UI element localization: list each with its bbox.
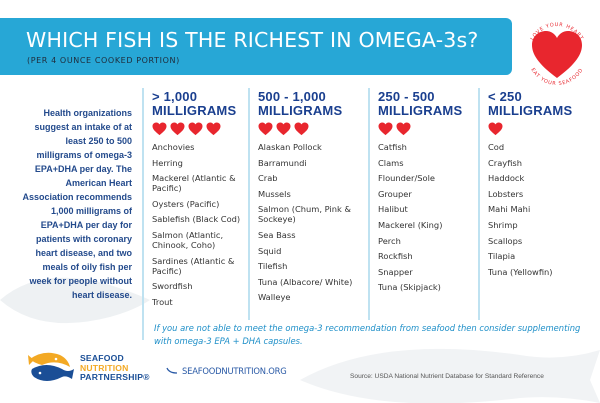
fish-list-item: Mahi Mahi	[488, 204, 531, 215]
fish-list-item: Herring	[152, 157, 183, 168]
fish-list-item: Walleye	[258, 292, 291, 303]
fish-list: Cod Crayfish Haddock Lobsters Mahi Mahi Shrim…	[488, 142, 596, 277]
fish-list-item: Alaskan Pollock	[258, 142, 322, 152]
heart-icon	[532, 31, 582, 78]
fish-list-item: Haddock	[488, 173, 525, 184]
heart-icon	[206, 122, 221, 136]
fish-list-item: Clams	[378, 157, 404, 168]
fish-list-item: Tilefish	[258, 261, 288, 272]
fish-list-item: Salmon (Chum, Pink & Sockeye)	[258, 204, 351, 225]
recommendation-text: Health organizations suggest an intake o…	[22, 108, 132, 300]
fish-list-item: Mussels	[258, 188, 291, 199]
fish-list-item: Mackerel (Atlantic & Pacific)	[152, 173, 236, 194]
column-500-1000mg: 500 - 1,000 MILLIGRAMS Alaskan Pollock Ba…	[248, 88, 368, 320]
fish-list-item: Shrimp	[488, 219, 518, 230]
fish-list: Alaskan Pollock Barramundi Crab Mussels Salm…	[258, 142, 368, 302]
fish-list-item: Barramundi	[258, 157, 307, 168]
fish-list-item: Salmon (Atlantic, Chinook, Coho)	[152, 229, 224, 250]
fish-list-item: Swordfish	[152, 281, 193, 292]
page-title: WHICH FISH IS THE RICHEST IN OMEGA-3s?	[26, 28, 479, 52]
column-heading: 250 - 500 MILLIGRAMS	[378, 89, 463, 118]
love-your-heart-badge: LOVE YOUR HEART EAT YOUR SEAFOOD	[529, 22, 583, 87]
fish-list-item: Halibut	[378, 204, 408, 215]
heart-icon	[258, 122, 273, 136]
seafood-nutrition-partnership-logo-icon	[28, 352, 74, 381]
fish-list-item: Mackerel (King)	[378, 219, 443, 230]
fish-list-item: Crayfish	[488, 157, 523, 168]
heart-icon	[276, 122, 291, 136]
heart-icon	[294, 122, 309, 136]
column-over-1000mg: > 1,000 MILLIGRAMS Anchovies Herring Macke…	[142, 88, 248, 320]
fish-list-item: Flounder/Sole	[378, 173, 436, 184]
fish-list-item: Trout	[152, 296, 173, 307]
background-fish-illustration	[300, 348, 600, 403]
fish-list-item: Perch	[378, 235, 401, 246]
column-heading: > 1,000 MILLIGRAMS	[152, 89, 237, 118]
supplement-note: If you are not able to meet the omega-3 …	[154, 323, 581, 346]
logo-wordmark: SEAFOOD NUTRITION PARTNERSHIP®	[80, 353, 150, 382]
heart-icon	[488, 122, 503, 136]
column-heading: 500 - 1,000 MILLIGRAMS	[258, 89, 343, 118]
column-250-500mg: 250 - 500 MILLIGRAMS Catfish Clams Flounde…	[368, 88, 474, 320]
heart-rating	[152, 122, 248, 137]
heart-icon	[170, 122, 185, 136]
fish-list: Catfish Clams Flounder/Sole Grouper Halibut M…	[378, 142, 474, 292]
curved-arrow-icon	[166, 367, 178, 374]
fish-list-item: Crab	[258, 173, 278, 184]
heart-rating	[378, 122, 474, 137]
heart-icon	[188, 122, 203, 136]
fish-list-item: Tuna (Albacore/ White)	[258, 276, 353, 287]
source-citation: Source: USDA National Nutrient Database …	[350, 373, 544, 380]
column-heading: < 250 MILLIGRAMS	[488, 89, 573, 118]
fish-list-item: Sea Bass	[258, 229, 296, 240]
website-link[interactable]: SEAFOODNUTRITION.ORG	[166, 366, 287, 376]
fish-list-item: Tuna (Yellowfin)	[488, 266, 553, 277]
heart-icon	[396, 122, 411, 136]
note-divider	[142, 316, 144, 340]
fish-list-item: Squid	[258, 245, 282, 256]
heart-icon	[378, 122, 393, 136]
fish-list-item: Scallops	[488, 235, 523, 246]
fish-list-item: Snapper	[378, 266, 413, 277]
fish-list-item: Anchovies	[152, 142, 195, 152]
fish-list-item: Tuna (Skipjack)	[378, 282, 441, 293]
heart-rating	[488, 122, 596, 137]
heart-icon	[152, 122, 167, 136]
fish-list-item: Oysters (Pacific)	[152, 198, 220, 209]
fish-list-item: Catfish	[378, 142, 407, 152]
fish-list-item: Cod	[488, 142, 505, 152]
fish-list-item: Sablefish (Black Cod)	[152, 214, 241, 225]
heart-rating	[258, 122, 368, 137]
fish-list-item: Rockfish	[378, 251, 413, 262]
fish-list-item: Tilapia	[488, 251, 516, 262]
page-subtitle: (PER 4 OUNCE COOKED PORTION)	[27, 56, 180, 65]
fish-list-item: Sardines (Atlantic & Pacific)	[152, 255, 235, 276]
fish-list: Anchovies Herring Mackerel (Atlantic & Pac…	[152, 142, 248, 307]
column-under-250mg: < 250 MILLIGRAMS Cod Crayfish Haddock Lobst…	[478, 88, 596, 320]
title-banner: WHICH FISH IS THE RICHEST IN OMEGA-3s? (…	[0, 18, 512, 75]
fish-list-item: Grouper	[378, 188, 412, 199]
fish-list-item: Lobsters	[488, 188, 524, 199]
